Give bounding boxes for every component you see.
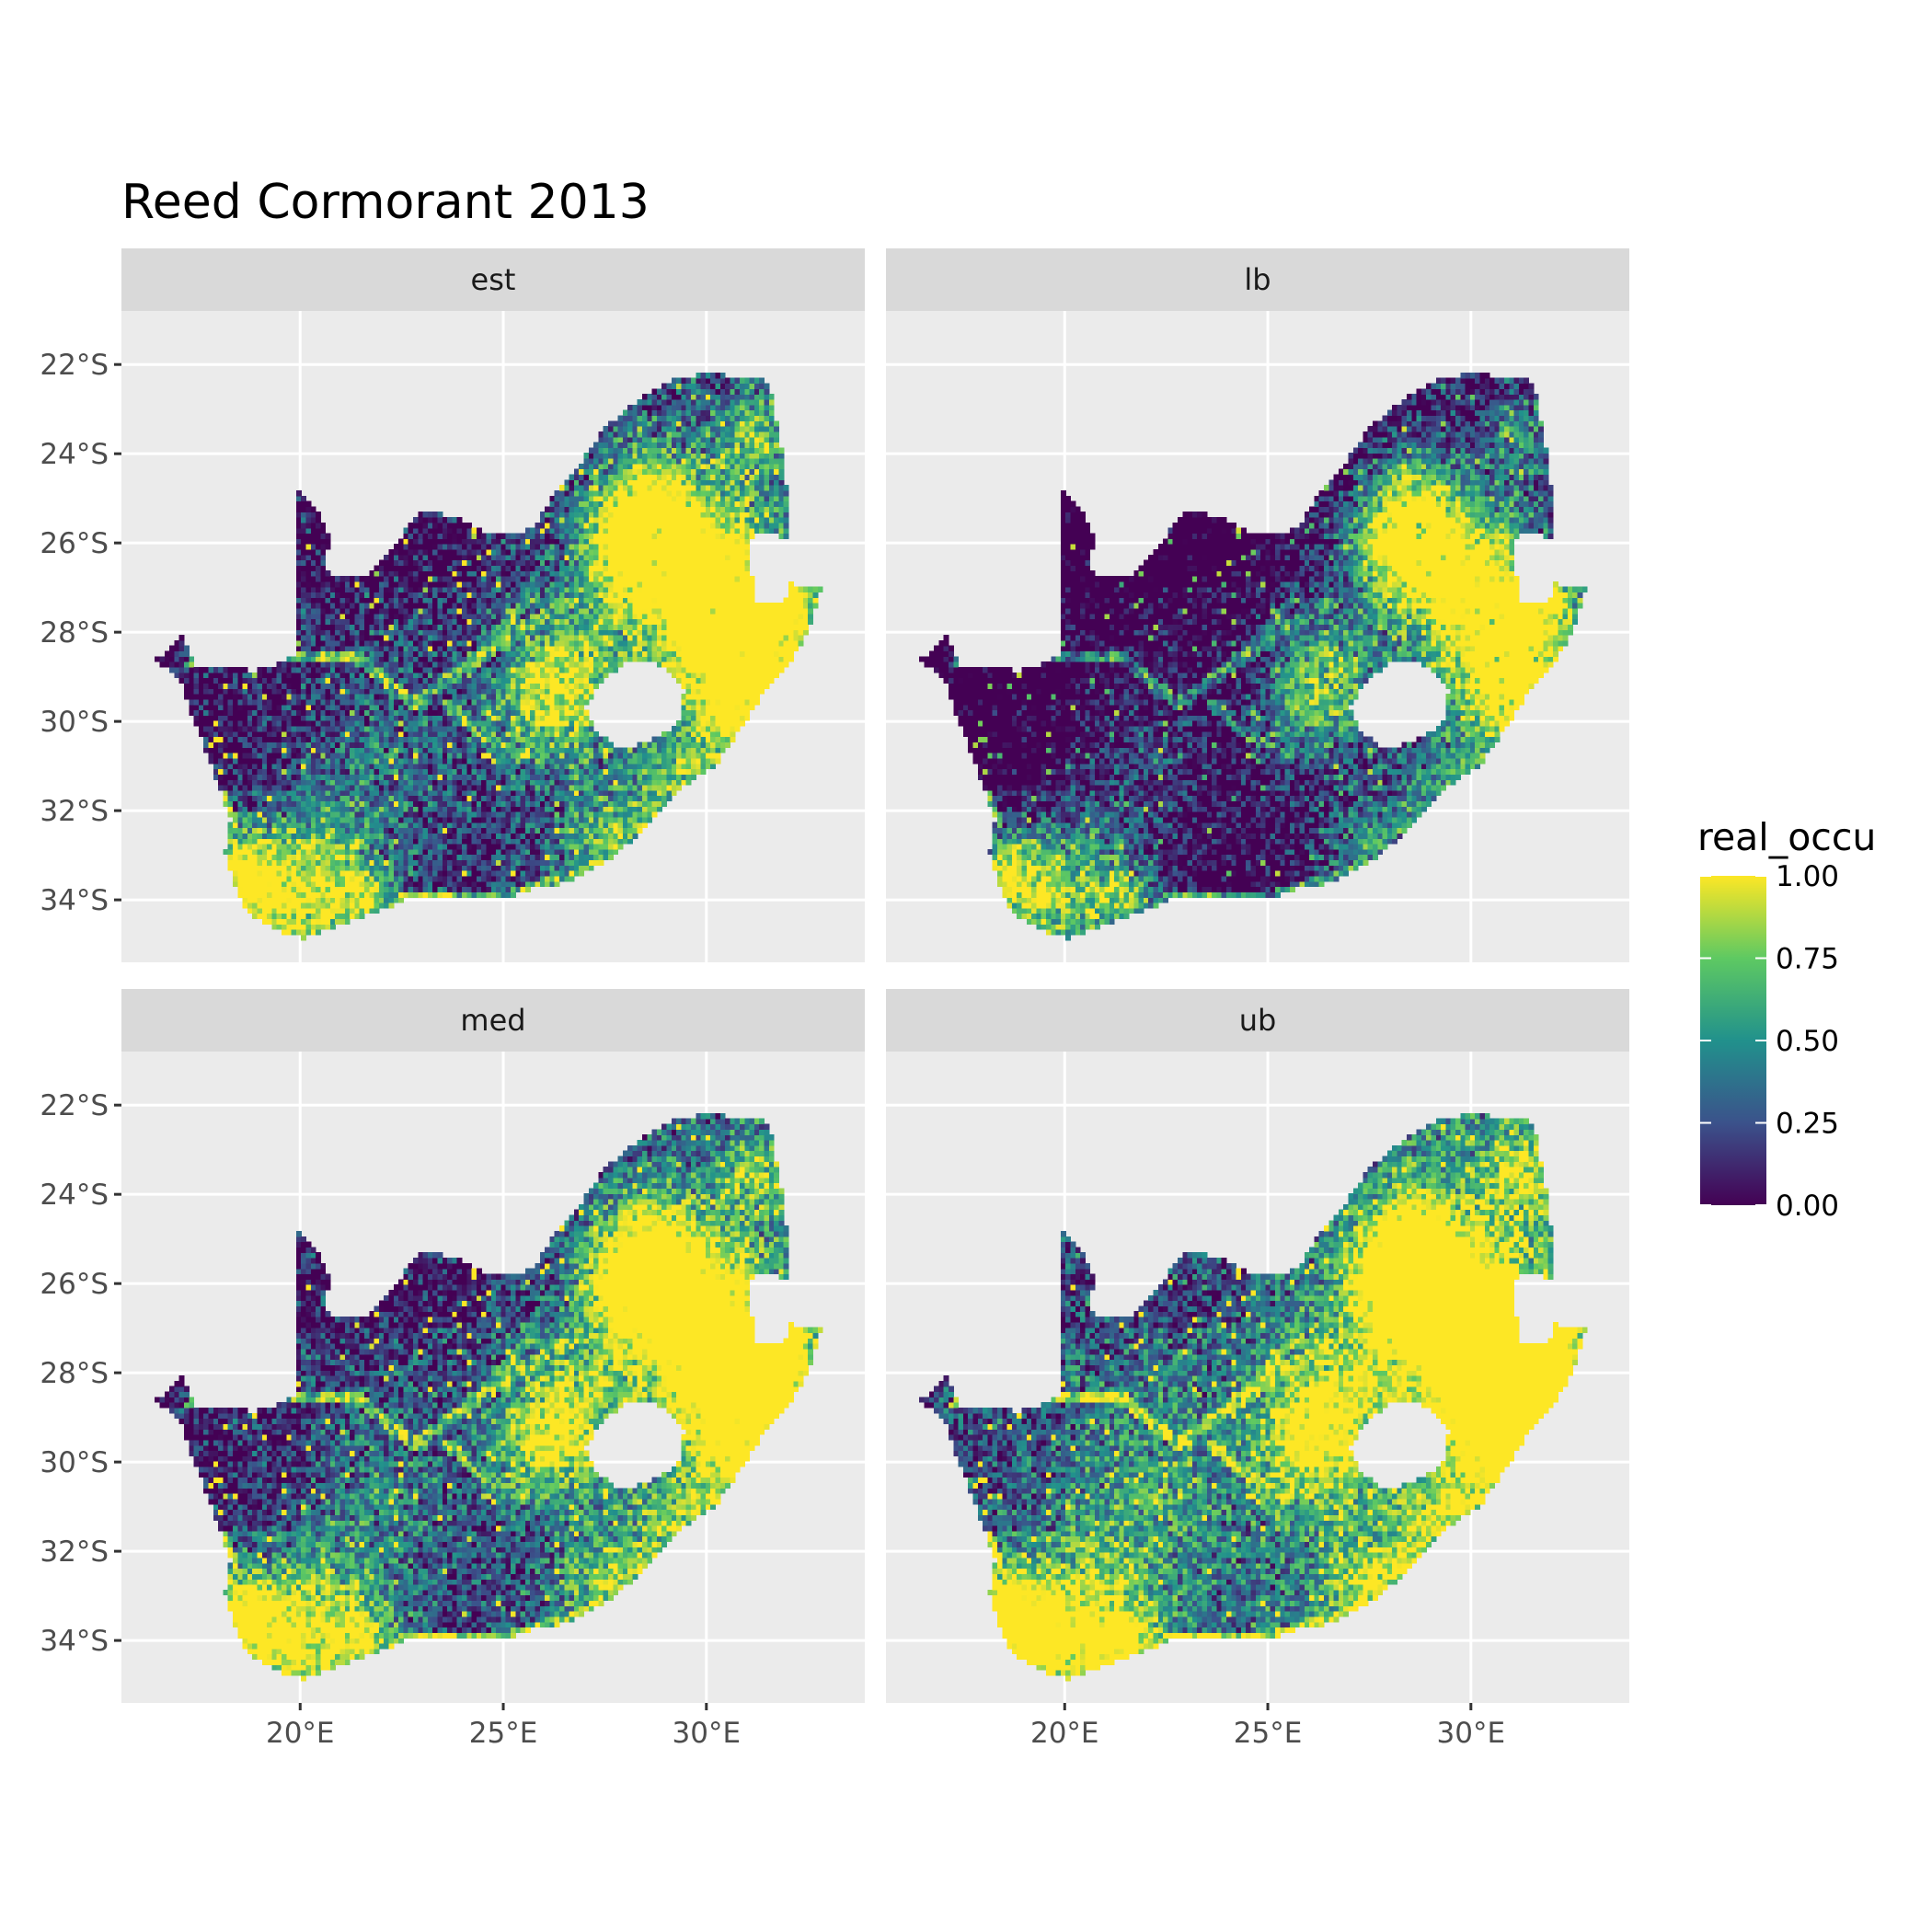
facet-panel-est: est 22°S 24°S 26°S 28°S 30°S 32°S 34°S	[40, 248, 865, 962]
y-tick-label: 28°S	[40, 616, 109, 650]
y-tick-label: 26°S	[40, 1268, 109, 1301]
plot-title: Reed Cormorant 2013	[121, 175, 650, 230]
facet-panels: est 22°S 24°S 26°S 28°S 30°S 32°S 34°S lb med 22°S…	[40, 248, 1629, 1750]
occupancy-raster	[919, 372, 1588, 941]
y-tick-label: 30°S	[40, 706, 109, 739]
facet-strip-label: lb	[1244, 262, 1271, 297]
y-tick-label: 32°S	[40, 795, 109, 828]
occupancy-raster	[155, 372, 823, 941]
legend-ticks: 1.00 0.75 0.50 0.25 0.00	[1700, 860, 1839, 1223]
y-tick-label: 22°S	[40, 349, 109, 382]
facet-strip	[886, 989, 1629, 1052]
facet-strip	[121, 248, 865, 311]
facet-strip-label: med	[460, 1003, 525, 1038]
legend-tick-label: 0.50	[1776, 1025, 1839, 1058]
x-tick-label: 25°E	[469, 1717, 538, 1750]
y-tick-label: 26°S	[40, 527, 109, 560]
x-tick-label: 30°E	[673, 1717, 742, 1750]
y-tick-label: 28°S	[40, 1357, 109, 1390]
x-tick-label: 20°E	[1030, 1717, 1099, 1750]
legend-tick-label: 0.25	[1776, 1108, 1839, 1141]
x-tick-label: 25°E	[1234, 1717, 1303, 1750]
legend-tick-label: 0.00	[1776, 1190, 1839, 1223]
x-tick-label: 20°E	[266, 1717, 335, 1750]
y-tick-label: 22°S	[40, 1089, 109, 1122]
facet-panel-med: med 22°S 24°S 26°S 28°S 30°S 32°S 34°S 20°E 25°E 3…	[40, 989, 865, 1750]
y-tick-label: 34°S	[40, 884, 109, 917]
facet-panel-lb: lb	[886, 248, 1629, 962]
legend: real_occu 1.00 0.75 0.50 0.25 0.00	[1697, 815, 1876, 1223]
occupancy-raster	[155, 1112, 823, 1682]
occupancy-raster	[919, 1112, 1588, 1682]
y-tick-label: 24°S	[40, 1179, 109, 1212]
facet-panel-ub: ub 20°E 25°E 30°E	[886, 989, 1629, 1750]
y-tick-label: 30°S	[40, 1446, 109, 1479]
y-tick-label: 32°S	[40, 1535, 109, 1569]
facet-strip	[121, 989, 865, 1052]
legend-title: real_occu	[1697, 815, 1876, 859]
legend-tick-label: 0.75	[1776, 943, 1839, 976]
facet-strip	[886, 248, 1629, 311]
y-tick-label: 34°S	[40, 1625, 109, 1658]
legend-tick-label: 1.00	[1776, 860, 1839, 893]
x-tick-label: 30°E	[1437, 1717, 1506, 1750]
y-tick-label: 24°S	[40, 438, 109, 471]
facet-strip-label: est	[471, 262, 516, 297]
facet-strip-label: ub	[1239, 1003, 1277, 1038]
